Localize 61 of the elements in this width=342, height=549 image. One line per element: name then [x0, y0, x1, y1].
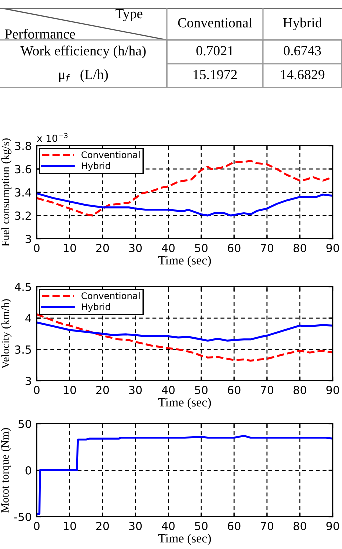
text: x 10$^{−3}$ [37, 133, 68, 142]
x-tick-label: 30 [129, 244, 142, 252]
y-tick-label: 3.8 [15, 142, 32, 150]
legend-label: Hybrid [82, 303, 110, 312]
x-axis-title: Time (sec) [158, 256, 212, 268]
x-tick-label: 10 [64, 522, 76, 530]
y-tick-label: Work efficiency (h/ha) [20, 46, 146, 59]
legend-label: Conventional [82, 292, 140, 300]
x-tick-label: 10 [64, 386, 76, 394]
y-axis-title: Velocity (km/h) [2, 299, 12, 369]
y-tick-label: 3 [26, 234, 32, 244]
x-axis-title: Type [116, 9, 143, 22]
y-tick-label: -50 [14, 512, 32, 522]
x-axis-title: Time (sec) [158, 398, 212, 410]
x-tick-label: 20 [96, 522, 110, 530]
x-tick-label: 50 [195, 244, 208, 252]
y-axis-title: Performance [5, 29, 76, 39]
legend-label: Conventional [82, 151, 140, 158]
data-label: 14.6829 [281, 70, 325, 80]
x-tick-label: 60 [228, 386, 241, 394]
x-tick-label: 20 [96, 244, 110, 252]
y-axis-title: Fuel consumption (kg/s) [2, 138, 12, 246]
x-tick-label: 90 [326, 386, 340, 394]
x-tick-label: 90 [326, 244, 340, 252]
data-label: 0.6743 [284, 46, 322, 56]
x-tick-label: 40 [162, 244, 175, 252]
x-axis-title: Time (sec) [158, 534, 212, 546]
x-tick-label: 0 [34, 244, 40, 252]
y-tick-label: 3.5 [15, 346, 32, 354]
x-tick-label: 60 [228, 244, 241, 252]
x-tick-label: 80 [294, 244, 306, 252]
x-tick-label: 0 [34, 386, 40, 394]
x-tick-label: 70 [261, 244, 274, 252]
y-tick-label: 50 [18, 420, 32, 428]
x-tick-label: 60 [228, 522, 241, 530]
x-tick-label: 90 [326, 522, 340, 530]
data-label: 0.7021 [196, 46, 234, 56]
y-tick-label: 4 [26, 314, 32, 323]
x-tick-label: 80 [294, 522, 306, 530]
x-tick-label: 70 [261, 386, 274, 394]
x-tick-label: 20 [96, 386, 110, 394]
x-tick-label: 40 [162, 522, 175, 530]
y-tick-label: 0 [26, 466, 32, 475]
x-tick-label: 50 [195, 522, 208, 530]
y-axis-title: Motot torque (Nm) [1, 428, 12, 513]
x-tick-label: 10 [64, 244, 76, 252]
x-tick-label: 0 [34, 522, 40, 530]
y-tick-label: μ$_{f}$ (L/h) [59, 70, 108, 82]
x-tick-label: 40 [162, 386, 175, 394]
y-tick-label: 3.6 [15, 165, 32, 174]
y-tick-label: 3.2 [15, 212, 32, 220]
x-tick-label: 30 [129, 522, 142, 530]
y-tick-label: 3 [26, 376, 32, 386]
legend-label: Hybrid [82, 162, 110, 172]
x-tick-label: 70 [261, 522, 274, 530]
y-tick-label: 3.4 [15, 188, 32, 197]
x-tick-label: 30 [129, 386, 142, 394]
x-tick-label: 80 [294, 386, 306, 394]
data-label: 15.1972 [194, 70, 237, 80]
y-tick-label: 4.5 [15, 283, 32, 292]
x-tick-label: 50 [195, 386, 208, 394]
